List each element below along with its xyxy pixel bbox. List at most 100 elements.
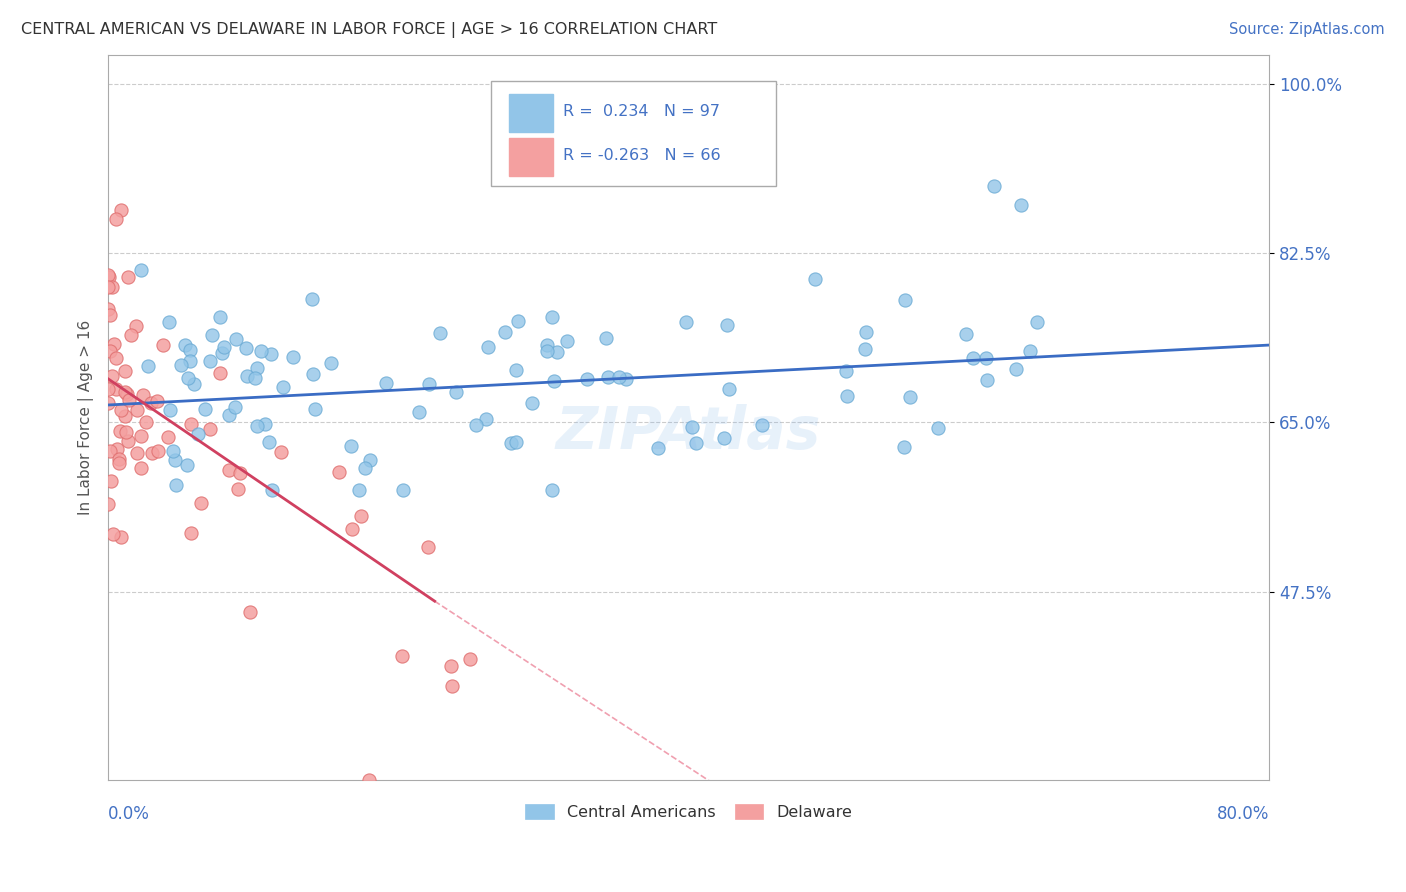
Point [1010, 198, 1032, 212]
Point [359, 452, 381, 467]
Point [136, 359, 159, 374]
Point [226, 482, 249, 496]
Point [115, 387, 138, 401]
Point [117, 434, 139, 448]
Point [281, 350, 304, 364]
Point [200, 422, 222, 436]
Y-axis label: In Labor Force | Age > 16: In Labor Force | Age > 16 [79, 320, 94, 516]
Point [675, 315, 697, 329]
Point [718, 383, 741, 397]
Point [983, 178, 1005, 193]
Point [328, 465, 350, 479]
Point [543, 375, 565, 389]
Text: R = -0.263   N = 66: R = -0.263 N = 66 [564, 148, 721, 163]
Point [595, 331, 617, 345]
Text: Source: ZipAtlas.com: Source: ZipAtlas.com [1229, 22, 1385, 37]
Point [835, 389, 858, 403]
Point [475, 412, 498, 426]
Point [235, 342, 257, 356]
Point [974, 351, 997, 365]
Point [209, 310, 232, 325]
Point [157, 315, 180, 329]
Point [97, 301, 120, 316]
Point [751, 418, 773, 433]
Point [1004, 362, 1026, 376]
Point [180, 417, 202, 432]
FancyBboxPatch shape [491, 80, 776, 186]
Point [162, 444, 184, 458]
Point [129, 461, 152, 475]
Point [536, 338, 558, 352]
Point [132, 388, 155, 402]
Point [103, 337, 125, 351]
Point [107, 456, 129, 470]
Point [536, 344, 558, 359]
Point [270, 445, 292, 459]
Point [955, 327, 977, 342]
Point [855, 326, 877, 340]
Point [853, 342, 876, 356]
Point [246, 361, 269, 376]
Point [165, 477, 187, 491]
Point [440, 679, 463, 693]
Point [418, 376, 440, 391]
Point [190, 496, 212, 510]
Point [301, 293, 323, 307]
Point [179, 343, 201, 357]
Point [218, 409, 240, 423]
Point [152, 338, 174, 352]
Point [898, 390, 921, 404]
Point [114, 363, 136, 377]
Point [100, 308, 122, 322]
Point [180, 526, 202, 541]
Point [893, 441, 915, 455]
Point [209, 366, 232, 380]
Point [429, 326, 451, 340]
Point [212, 340, 235, 354]
Point [391, 648, 413, 663]
Point [494, 325, 516, 339]
Bar [509, 138, 553, 176]
Text: ZIPAtlas: ZIPAtlas [555, 403, 821, 460]
Point [146, 393, 169, 408]
Point [129, 263, 152, 277]
Point [1025, 315, 1047, 329]
Point [108, 424, 131, 438]
Point [101, 280, 124, 294]
Point [224, 400, 246, 414]
Point [131, 429, 153, 443]
Point [239, 606, 262, 620]
Point [114, 409, 136, 423]
Point [236, 369, 259, 384]
Point [319, 356, 342, 370]
Point [273, 380, 295, 394]
Point [245, 370, 267, 384]
Point [117, 270, 139, 285]
Point [614, 372, 637, 386]
Point [97, 280, 120, 294]
Point [105, 442, 128, 457]
Point [156, 430, 179, 444]
Point [246, 418, 269, 433]
Point [159, 403, 181, 417]
Point [115, 425, 138, 439]
Point [146, 444, 169, 458]
Point [183, 377, 205, 392]
Point [250, 343, 273, 358]
Point [596, 370, 619, 384]
Point [225, 333, 247, 347]
Point [110, 402, 132, 417]
Point [98, 344, 121, 359]
Point [927, 421, 949, 435]
Point [170, 358, 193, 372]
Point [105, 212, 128, 227]
Point [100, 444, 122, 458]
Point [110, 530, 132, 544]
Point [505, 434, 527, 449]
Point [464, 417, 486, 432]
Point [893, 293, 915, 307]
Point [477, 340, 499, 354]
Point [97, 270, 120, 285]
Point [218, 463, 240, 477]
Point [354, 460, 377, 475]
